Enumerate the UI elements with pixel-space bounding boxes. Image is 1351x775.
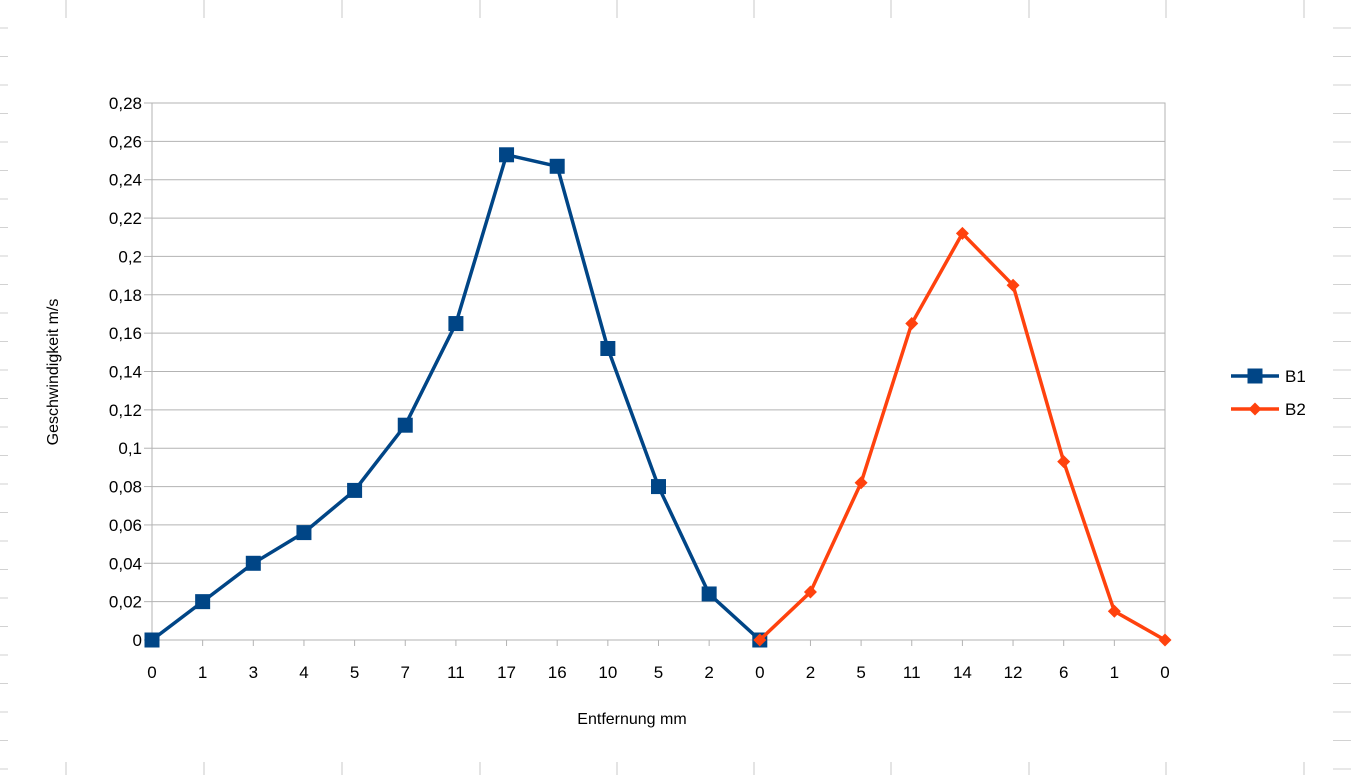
x-tick-label: 17: [497, 663, 516, 682]
y-tick-label: 0,24: [109, 171, 142, 190]
data-point-B1: [448, 316, 464, 332]
x-tick-label: 2: [704, 663, 713, 682]
legend-label: B1: [1285, 367, 1306, 386]
x-tick-label: 11: [447, 663, 465, 682]
data-point-B1: [651, 479, 666, 495]
data-point-B2: [1158, 633, 1172, 647]
y-tick-label: 0,1: [118, 439, 142, 458]
data-point-B1: [296, 525, 312, 541]
y-tick-label: 0,26: [109, 132, 142, 151]
data-point-B1: [195, 594, 211, 610]
data-point-B1: [347, 482, 363, 498]
y-tick-label: 0,22: [109, 209, 142, 228]
y-tick-label: 0,18: [109, 286, 142, 305]
data-point-B2: [1107, 604, 1121, 618]
data-point-B1: [600, 340, 616, 356]
y-tick-label: 0,04: [109, 554, 142, 573]
y-tick-label: 0,2: [118, 247, 142, 266]
data-point-B2: [854, 476, 868, 490]
data-point-B1: [245, 555, 261, 571]
series-line-B1: [150, 153, 761, 642]
x-tick-label: 5: [350, 663, 359, 682]
y-tick-label: 0,16: [109, 324, 142, 343]
y-tick-label: 0,08: [109, 478, 142, 497]
legend-marker: [1247, 368, 1263, 384]
x-tick-label: 2: [806, 663, 815, 682]
x-tick-label: 4: [299, 663, 308, 682]
data-point-B2: [1057, 455, 1071, 469]
y-tick-label: 0,14: [109, 363, 142, 382]
series-B2: [753, 226, 1172, 647]
x-tick-label: 5: [856, 663, 865, 682]
x-tick-label: 0: [147, 663, 156, 682]
x-tick-label: 0: [755, 663, 764, 682]
y-axis: 0 0,02 0,04 0,06 0,08 0,1 0,12 0,14 0,16 0,18 0,2 0…: [109, 94, 152, 650]
x-tick-label: 1: [1110, 663, 1119, 682]
legend-marker: [1248, 402, 1262, 416]
legend-item-B2: B2: [1231, 400, 1306, 419]
x-axis: 0 1 3 4 5 7 11 17 16 10 5 2 0 2 5 11 14 12 6 1 0: [147, 640, 1170, 682]
data-point-B2: [905, 317, 919, 331]
legend: B1 B2: [1231, 367, 1306, 419]
data-point-B1: [549, 158, 565, 174]
data-point-B1: [144, 632, 160, 648]
x-tick-label: 12: [1004, 663, 1023, 682]
legend-label: B2: [1285, 400, 1306, 419]
x-tick-label: 6: [1059, 663, 1068, 682]
x-tick-label: 5: [654, 663, 663, 682]
x-tick-label: 0: [1160, 663, 1169, 682]
x-tick-label: 3: [249, 663, 258, 682]
data-point-B1: [499, 147, 515, 163]
y-tick-label: 0,06: [109, 516, 142, 535]
grid-lines: [152, 102, 1165, 641]
y-axis-title: Geschwindigkeit m/s: [45, 299, 62, 446]
x-axis-title: Entfernung mm: [577, 711, 686, 728]
y-tick-label: 0,02: [109, 593, 142, 612]
series-B1: [144, 147, 768, 648]
x-tick-label: 16: [548, 663, 567, 682]
x-tick-label: 1: [198, 663, 207, 682]
data-point-B2: [803, 585, 817, 599]
x-tick-label: 11: [903, 663, 921, 682]
x-tick-label: 10: [598, 663, 617, 682]
series-layer: [144, 147, 1172, 648]
data-point-B2: [955, 226, 969, 240]
x-tick-label: 14: [953, 663, 972, 682]
data-point-B1: [397, 417, 413, 433]
data-point-B1: [701, 586, 717, 602]
data-point-B2: [753, 633, 767, 647]
y-tick-label: 0,28: [109, 94, 142, 113]
data-point-B2: [1006, 278, 1020, 292]
x-tick-label: 7: [401, 663, 410, 682]
y-tick-label: 0,12: [109, 401, 142, 420]
y-tick-label: 0: [133, 631, 142, 650]
legend-item-B1: B1: [1231, 367, 1306, 386]
